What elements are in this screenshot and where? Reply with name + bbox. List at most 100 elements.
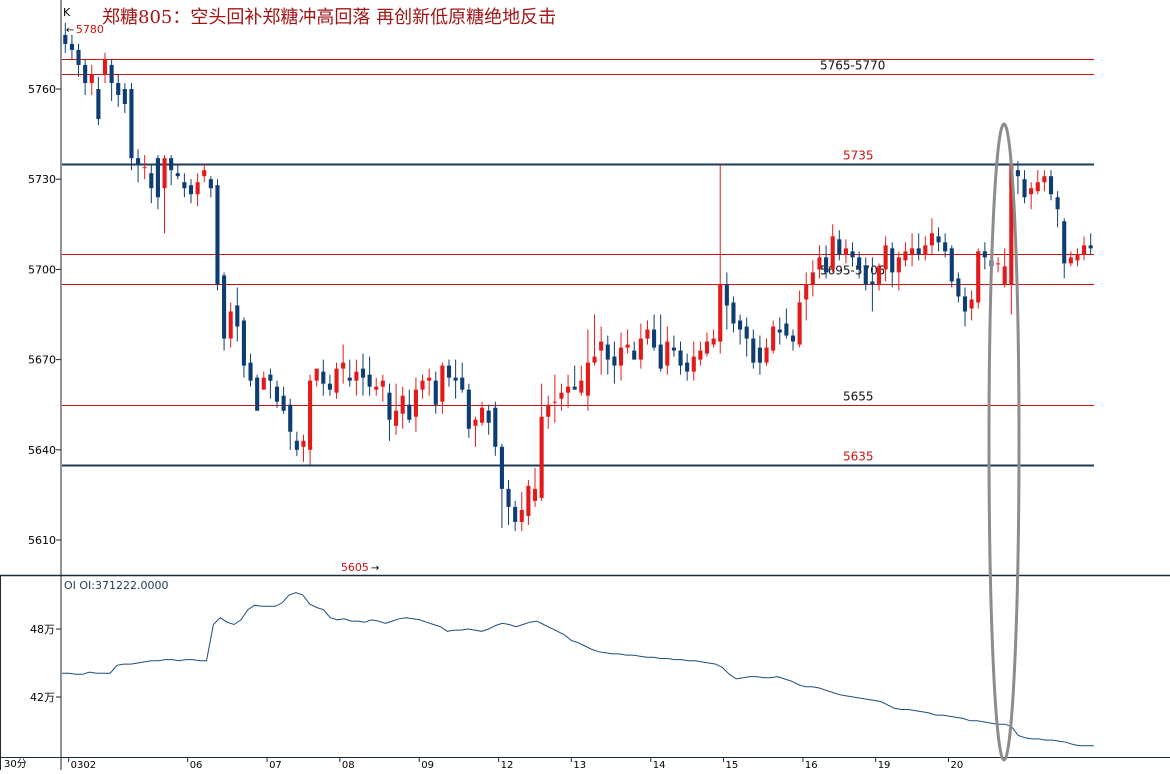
candle-body-down: [757, 347, 762, 363]
candle-body-up: [711, 338, 716, 345]
candle-body-up: [665, 341, 670, 366]
candle-body-down: [513, 506, 518, 522]
candle-body-down: [208, 179, 213, 189]
candle-body-up: [1029, 188, 1034, 195]
x-tick-label: 14: [653, 760, 666, 770]
level-5655-label: 5655: [843, 390, 874, 404]
candle-body-down: [572, 386, 577, 390]
candle-body-down: [678, 350, 683, 366]
candle-body-down: [863, 266, 868, 285]
candle-body-down: [658, 344, 663, 369]
candle-body-up: [228, 311, 233, 339]
candle-body-up: [1009, 164, 1014, 285]
candle-body-up: [334, 368, 339, 393]
annotation-arrow: →: [371, 563, 379, 574]
level-5765-label: 5765-5770: [820, 59, 885, 73]
candle-body-up: [843, 248, 848, 255]
candle-body-down: [241, 320, 246, 366]
candle-body-up: [923, 245, 928, 255]
annotation-label: 5780: [76, 23, 104, 36]
candle-body-up: [996, 263, 1001, 265]
x-tick-label: 0302: [71, 760, 96, 770]
candle-body-down: [790, 335, 796, 342]
x-tick-label: 15: [726, 760, 739, 770]
candle-body-up: [354, 371, 359, 381]
candle-body-up: [413, 389, 418, 417]
candle-body-up: [579, 380, 584, 393]
candle-body-down: [962, 296, 968, 312]
candle-body-down: [69, 43, 74, 50]
candle-body-down: [724, 284, 729, 306]
candle-body-up: [718, 284, 723, 342]
candle-body-up: [142, 167, 147, 169]
candle-body-down: [83, 64, 88, 83]
x-tick-label: 20: [950, 760, 963, 770]
candle-body-up: [876, 266, 882, 285]
candle-body-up: [102, 58, 108, 74]
candle-body-up: [380, 380, 385, 387]
candle-body-down: [652, 329, 657, 348]
candle-body-up: [910, 248, 915, 255]
candle-body-down: [1088, 245, 1093, 249]
candle-body-down: [824, 257, 829, 273]
highlight-ellipse: [987, 122, 1021, 762]
candle-body-down: [294, 440, 299, 450]
candle-body-down: [685, 362, 690, 372]
candle-body-up: [883, 245, 888, 270]
x-tick-label: 07: [269, 760, 282, 770]
support-resistance-levels: 5765-5770 5735 5695-5705 5655 5635: [62, 59, 1094, 467]
candle-body-up: [969, 299, 974, 309]
candle-body-down: [956, 278, 961, 297]
x-tick-label: 08: [342, 760, 355, 770]
candle-body-down: [222, 275, 227, 339]
candle-body-up: [704, 341, 710, 354]
candle-body-up: [618, 347, 624, 366]
candle-body-up: [559, 392, 564, 399]
candle-body-down: [129, 89, 134, 159]
candle-body-up: [89, 73, 94, 83]
level-5635-label: 5635: [843, 450, 874, 464]
candle-body-down: [268, 374, 273, 381]
candle-body-up: [341, 362, 346, 369]
candle-body-down: [751, 338, 756, 363]
candle-body-down: [235, 305, 240, 327]
candle-body-up: [638, 338, 643, 360]
candle-body-up: [480, 407, 485, 423]
candle-body-down: [109, 64, 114, 83]
candle-body-up: [400, 395, 405, 414]
candle-body-up: [810, 272, 815, 285]
candle-body-up: [308, 380, 313, 450]
candle-body-down: [486, 410, 491, 423]
candle-body-down: [136, 158, 141, 165]
candle-body-up: [440, 365, 445, 402]
y-tick-label: 5700: [28, 263, 56, 276]
candle-body-down: [857, 257, 862, 270]
candle-body-up: [394, 410, 399, 426]
candle-body-up: [1042, 176, 1047, 183]
candle-body-down: [671, 347, 676, 351]
candle-body-down: [446, 365, 452, 378]
candle-body-up: [1002, 266, 1007, 285]
candle-body-down: [116, 82, 121, 96]
candle-body-down: [916, 248, 921, 255]
candle-body-down: [188, 185, 194, 195]
candle-body-up: [896, 257, 901, 273]
candle-body-up: [566, 386, 571, 393]
candle-body-up: [976, 251, 981, 303]
candle-body-down: [1015, 170, 1020, 177]
candle-body-down: [982, 251, 987, 258]
annotation-label: 5605: [341, 561, 369, 574]
candle-body-up: [929, 233, 934, 246]
candle-body-down: [96, 89, 101, 120]
candle-body-up: [903, 251, 908, 261]
candle-body-down: [281, 395, 286, 411]
candle-body-up: [195, 182, 200, 195]
candle-body-up: [301, 440, 306, 447]
candle-body-up: [585, 362, 590, 396]
candle-body-down: [453, 377, 458, 381]
candle-body-down: [433, 380, 438, 405]
candle-body-down: [175, 173, 180, 177]
candle-body-down: [387, 392, 392, 420]
